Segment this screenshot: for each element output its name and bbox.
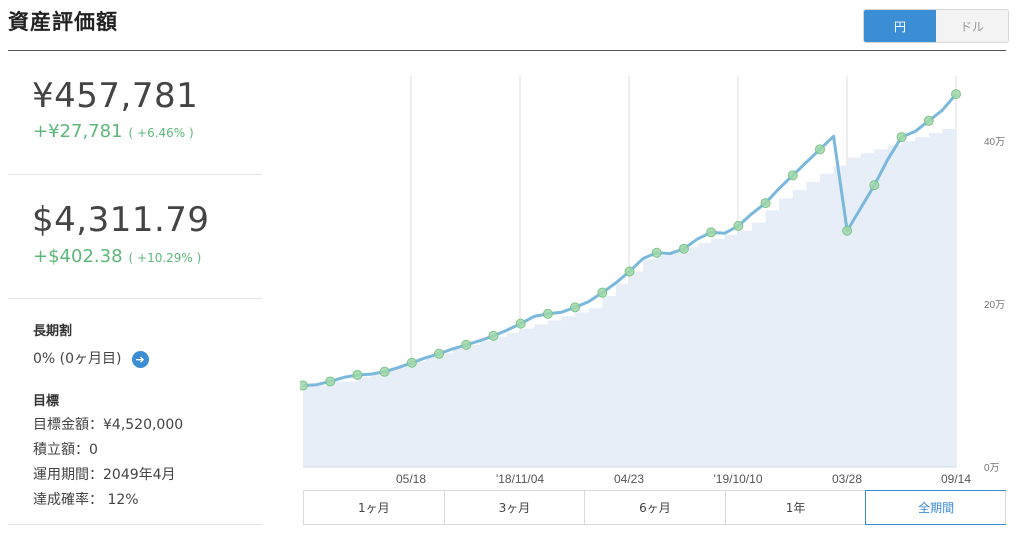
tab-3-months[interactable]: 3ヶ月 bbox=[445, 491, 586, 524]
yen-change-percent: ( +6.46% ) bbox=[128, 126, 194, 140]
goal-contribution: 積立額：0 bbox=[33, 442, 98, 458]
period-tabs: 1ヶ月 3ヶ月 6ヶ月 1年 全期間 bbox=[303, 490, 1006, 525]
tab-1-year[interactable]: 1年 bbox=[726, 491, 867, 524]
data-point-marker bbox=[624, 266, 635, 277]
asset-chart: 05/18 '18/11/04 04/23 '19/10/10 03/28 09/14 0万… bbox=[300, 76, 1005, 486]
usd-change-amount: +$402.38 bbox=[33, 246, 123, 267]
summary-divider-3 bbox=[8, 524, 262, 525]
page-title: 資産評価額 bbox=[8, 10, 118, 34]
summary-divider-2 bbox=[8, 298, 262, 299]
data-point-marker bbox=[760, 198, 771, 209]
tab-all-periods[interactable]: 全期間 bbox=[865, 490, 1006, 525]
data-point-marker bbox=[923, 115, 934, 126]
data-point-marker bbox=[706, 227, 717, 238]
y-tick-label: 40万 bbox=[984, 137, 1005, 148]
data-point-marker bbox=[379, 366, 390, 377]
y-tick-label: 20万 bbox=[984, 300, 1005, 311]
goal-label: 目標 bbox=[33, 394, 60, 409]
tab-1-month[interactable]: 1ヶ月 bbox=[304, 491, 445, 524]
long-term-discount-row: 0% (0ヶ月目) ➜ bbox=[33, 348, 149, 368]
x-tick-label: 03/28 bbox=[832, 472, 862, 486]
usd-change: +$402.38 ( +10.29% ) bbox=[33, 246, 201, 267]
summary-divider-1 bbox=[8, 174, 262, 175]
data-point-marker bbox=[406, 357, 417, 368]
data-point-marker bbox=[896, 132, 907, 143]
data-point-marker bbox=[542, 308, 553, 319]
currency-dollar-button[interactable]: ドル bbox=[936, 10, 1008, 42]
data-point-marker bbox=[352, 369, 363, 380]
x-tick-label: '19/10/10 bbox=[713, 472, 762, 486]
yen-change: +¥27,781 ( +6.46% ) bbox=[33, 121, 194, 142]
yen-change-amount: +¥27,781 bbox=[33, 121, 123, 142]
header-divider bbox=[8, 50, 1006, 51]
long-term-discount-value: 0% (0ヶ月目) bbox=[33, 351, 122, 367]
data-point-marker bbox=[787, 170, 798, 181]
x-tick-label: 09/14 bbox=[941, 472, 971, 486]
data-point-marker bbox=[597, 287, 608, 298]
goal-period: 運用期間：2049年4月 bbox=[33, 467, 176, 483]
data-point-marker bbox=[869, 180, 880, 191]
principal-area bbox=[303, 116, 956, 467]
usd-total-value: $4,311.79 bbox=[32, 200, 210, 240]
x-tick-label: 05/18 bbox=[396, 472, 426, 486]
data-point-marker bbox=[842, 225, 853, 236]
data-point-marker bbox=[488, 330, 499, 341]
x-tick-label: '18/11/04 bbox=[496, 472, 544, 486]
data-point-marker bbox=[951, 89, 961, 100]
data-point-marker bbox=[814, 144, 825, 155]
data-point-marker bbox=[515, 318, 526, 329]
data-point-marker bbox=[461, 339, 472, 350]
y-tick-label: 0万 bbox=[984, 463, 1000, 474]
data-point-marker bbox=[678, 243, 689, 254]
data-point-marker bbox=[300, 380, 308, 391]
data-point-marker bbox=[651, 247, 662, 258]
long-term-discount-label: 長期割 bbox=[33, 324, 73, 339]
x-tick-label: 04/23 bbox=[614, 472, 644, 486]
arrow-right-icon[interactable]: ➜ bbox=[131, 350, 149, 368]
goal-target-amount: 目標金額：¥4,520,000 bbox=[33, 417, 184, 433]
yen-total-value: ¥457,781 bbox=[32, 76, 199, 116]
currency-toggle: 円 ドル bbox=[863, 9, 1009, 43]
data-point-marker bbox=[570, 302, 581, 313]
data-point-marker bbox=[325, 376, 336, 387]
goal-probability: 達成確率： 12% bbox=[33, 492, 139, 508]
data-point-marker bbox=[434, 348, 445, 359]
data-point-marker bbox=[733, 220, 744, 231]
tab-6-months[interactable]: 6ヶ月 bbox=[585, 491, 726, 524]
currency-yen-button[interactable]: 円 bbox=[864, 10, 936, 42]
usd-change-percent: ( +10.29% ) bbox=[128, 251, 202, 265]
